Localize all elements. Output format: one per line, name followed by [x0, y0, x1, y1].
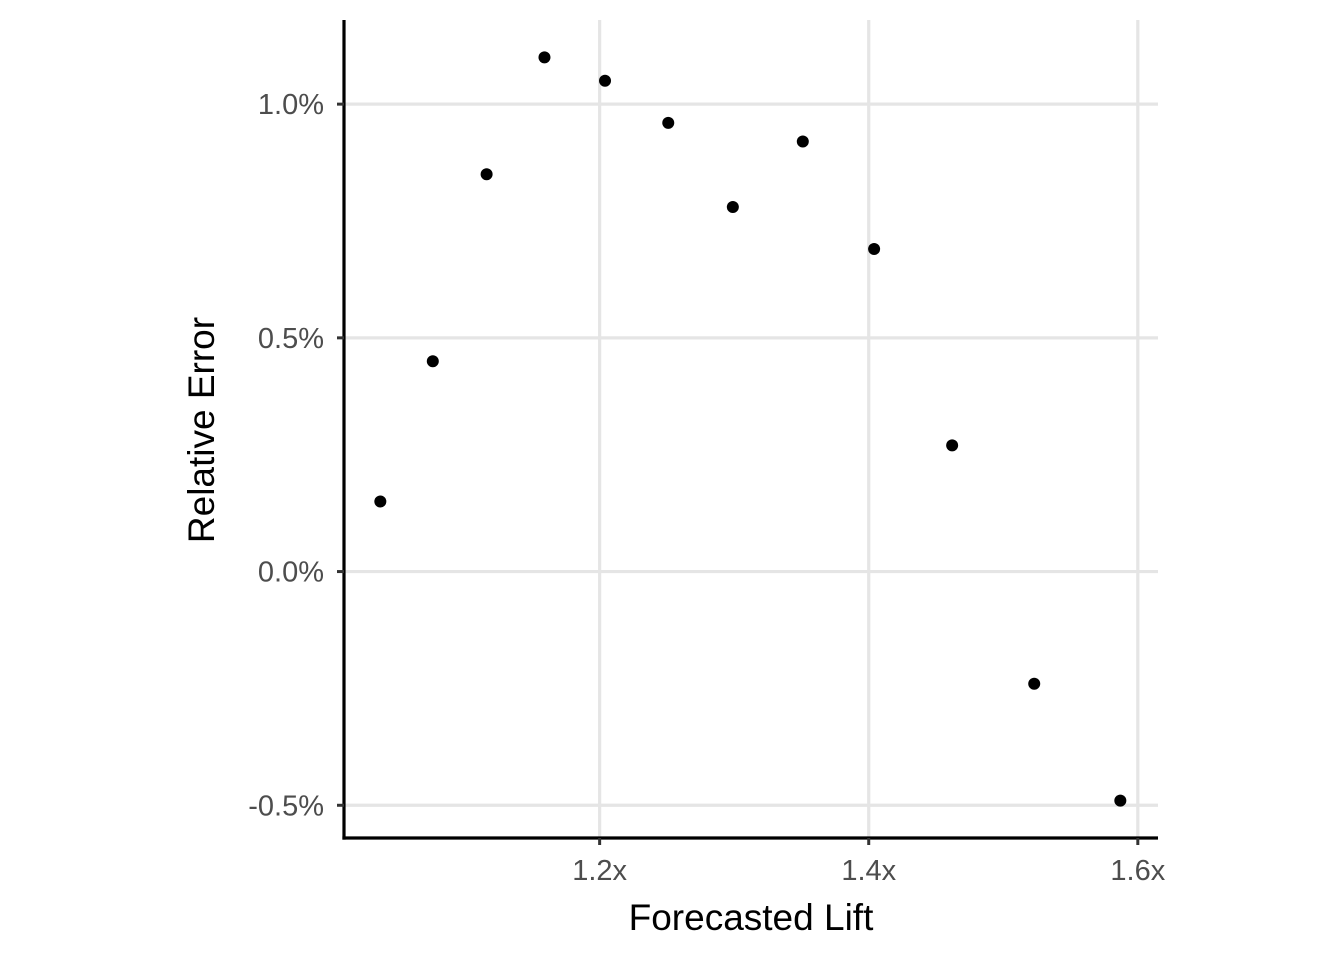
data-point [538, 51, 551, 64]
axis-layer [342, 20, 1158, 840]
data-point [946, 439, 959, 452]
data-point [662, 116, 675, 129]
x-axis-title: Forecasted Lift [629, 897, 874, 938]
x-tick-label: 1.4x [841, 855, 896, 887]
data-point [480, 168, 493, 181]
y-tick-label: 1.0% [258, 89, 324, 121]
points-layer [374, 51, 1127, 807]
data-point [726, 200, 739, 213]
data-point [1028, 677, 1041, 690]
y-tick-label: -0.5% [248, 790, 324, 822]
y-axis-title: Relative Error [181, 317, 222, 543]
data-point [599, 74, 612, 87]
tick-layer: 1.2x 1.4x 1.6x -0.5% 0.0% 0.5% 1.0% [248, 89, 1165, 887]
data-point [796, 135, 809, 148]
y-tick-label: 0.0% [258, 557, 324, 589]
data-point [868, 243, 881, 256]
x-tick-label: 1.2x [572, 855, 627, 887]
y-tick-label: 0.5% [258, 323, 324, 355]
data-point [1114, 794, 1127, 807]
data-point [426, 355, 439, 368]
x-tick-label: 1.6x [1110, 855, 1165, 887]
data-point [374, 495, 387, 508]
grid-layer [344, 20, 1158, 838]
